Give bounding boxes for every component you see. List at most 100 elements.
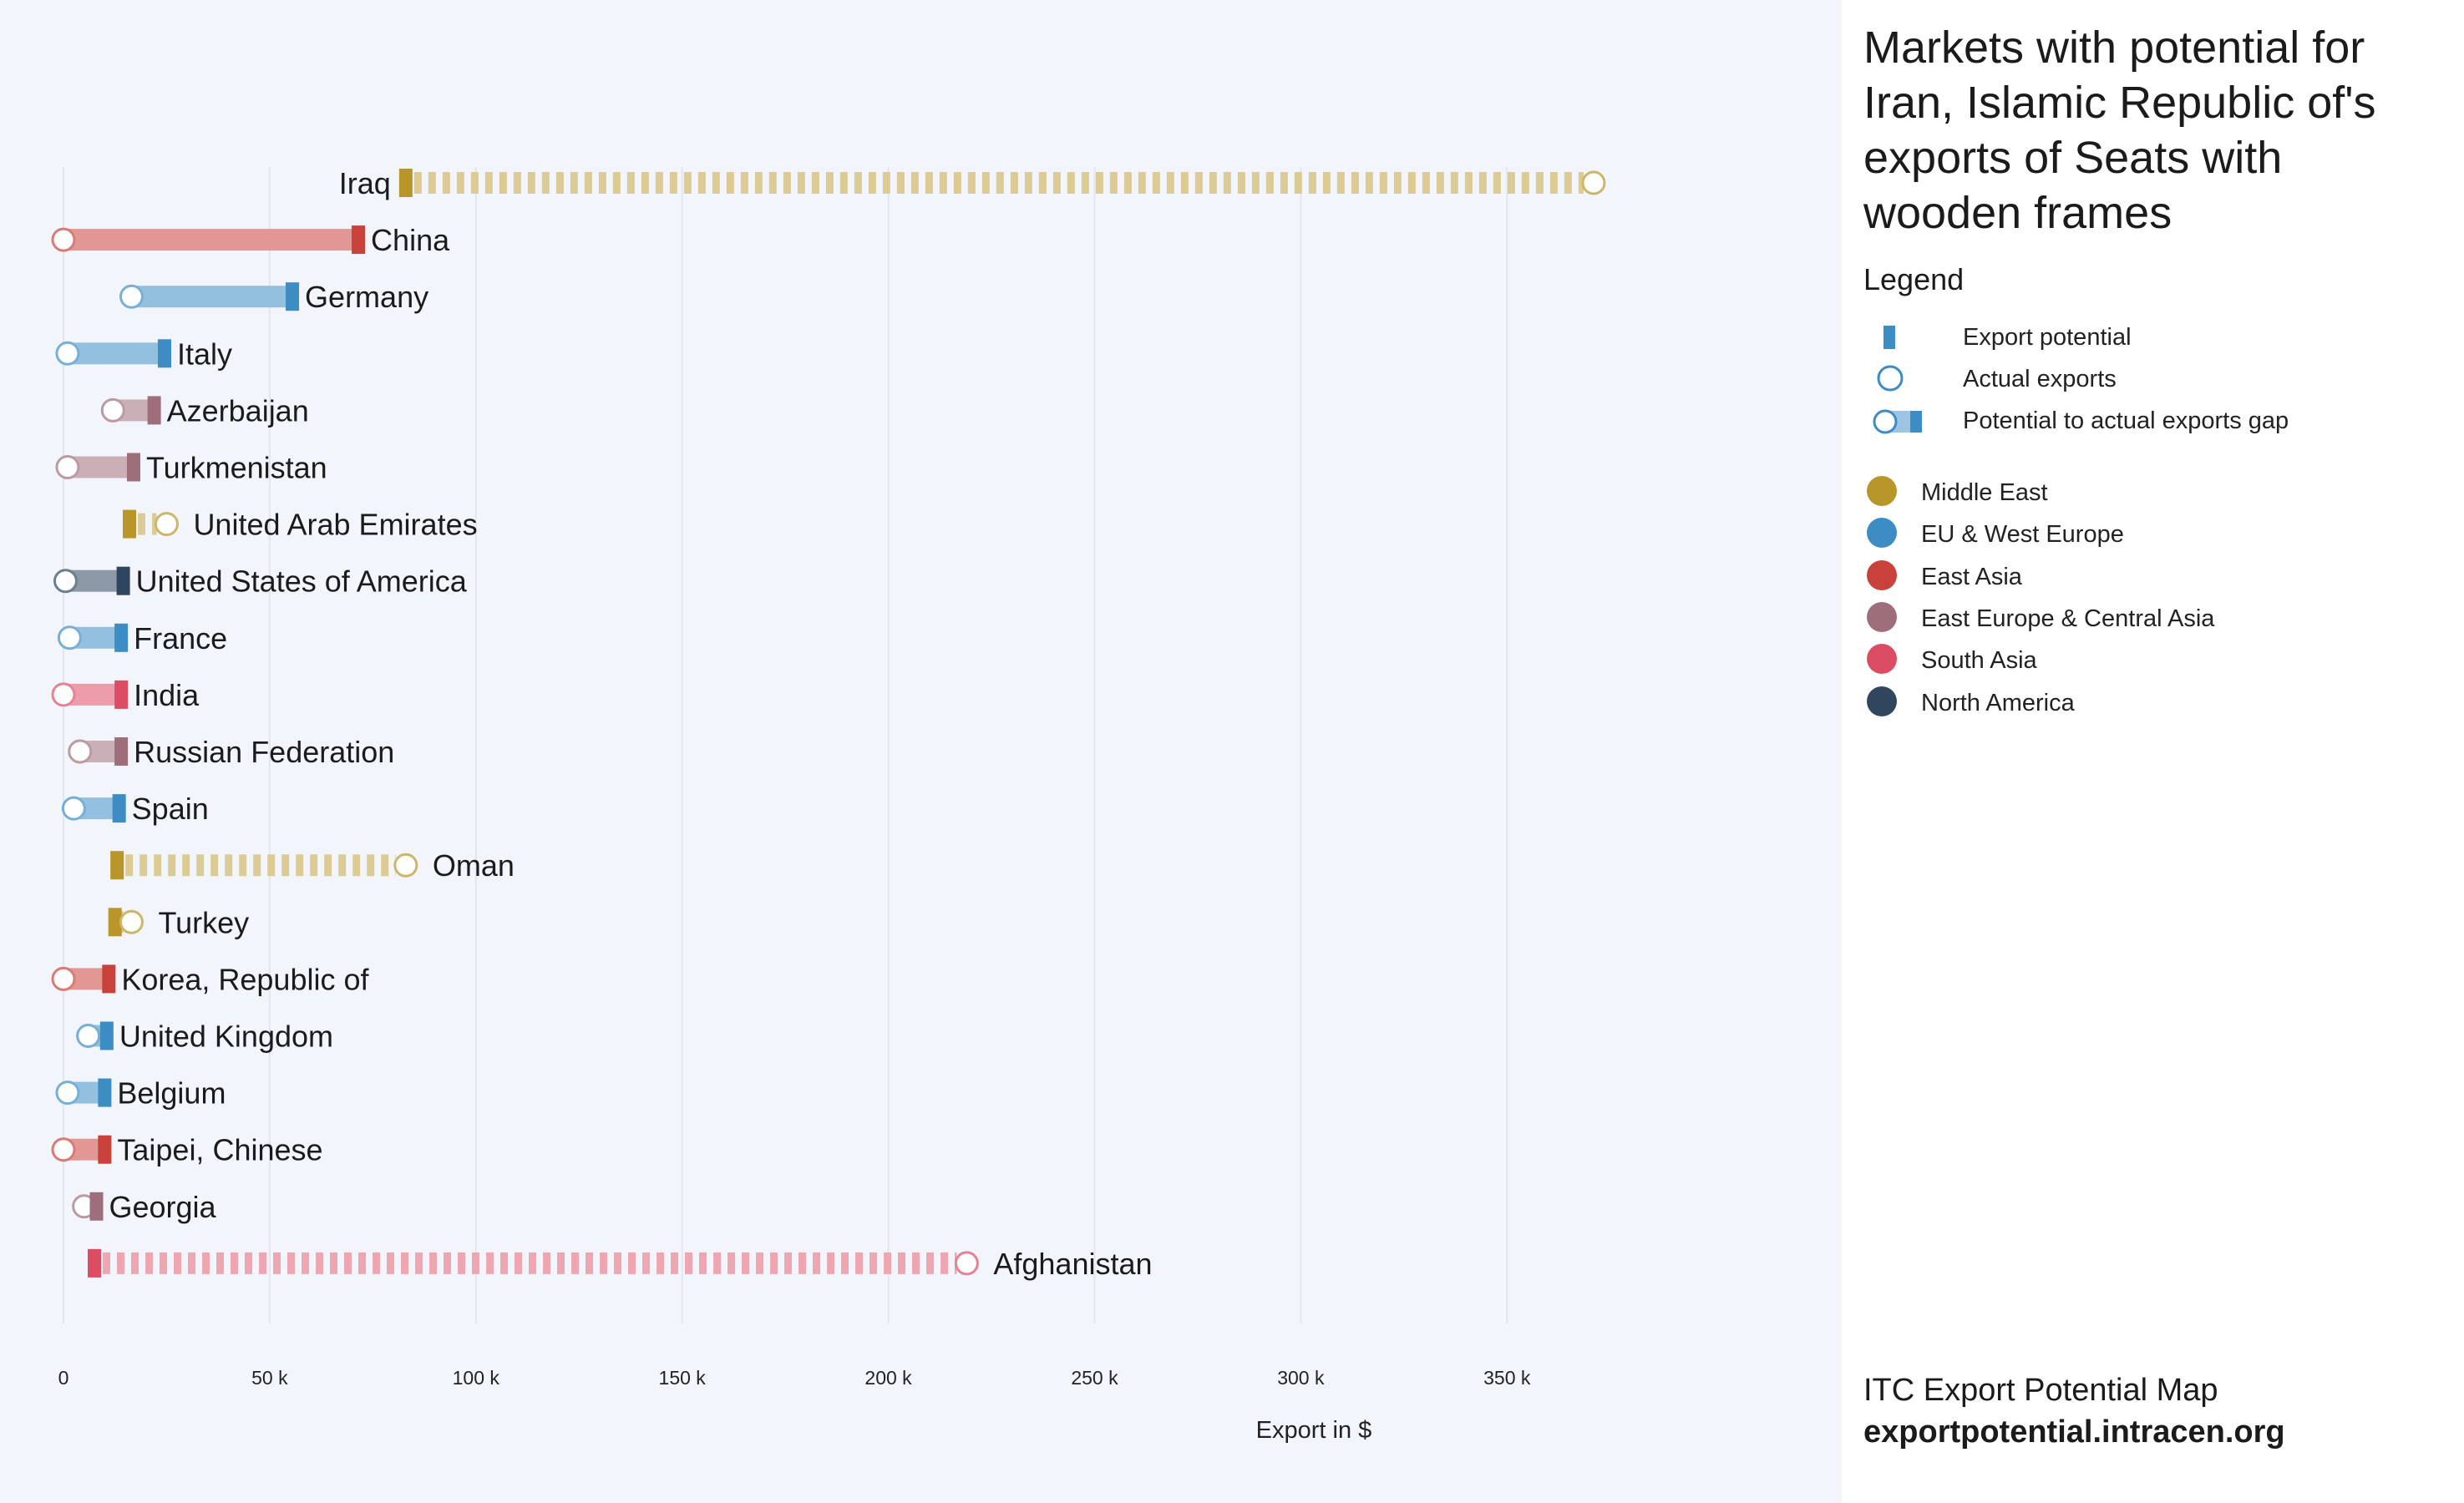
export-potential-marker [99, 1021, 114, 1050]
market-row[interactable]: Iraq [339, 166, 1606, 200]
x-tick-label: 100 k [453, 1367, 500, 1389]
market-row[interactable]: Russian Federation [68, 735, 395, 769]
market-row[interactable]: Taipei, Chinese [51, 1133, 323, 1167]
country-label: Turkey [158, 905, 249, 939]
market-row[interactable]: Belgium [55, 1076, 226, 1111]
market-row[interactable]: Turkey [108, 905, 249, 939]
gap-bar [63, 229, 359, 251]
country-label: Italy [177, 337, 232, 371]
footer-source: ITC Export Potential Map [1863, 1373, 2218, 1408]
x-tick-label: 0 [58, 1367, 69, 1389]
region-legend-label: South Asia [1921, 647, 2037, 675]
region-legend-label: Middle East [1921, 479, 2048, 506]
region-legend-label: EU & West Europe [1921, 521, 2124, 549]
actual-exports-marker [154, 512, 179, 537]
country-label: United Arab Emirates [193, 508, 477, 542]
actual-exports-marker [68, 739, 93, 764]
country-label: China [371, 223, 450, 257]
export-potential-marker [116, 566, 130, 595]
region-color-dot [1867, 559, 1897, 590]
actual-exports-marker [51, 1137, 76, 1162]
export-potential-marker [110, 851, 124, 880]
export-potential-marker [398, 169, 413, 197]
gap-bar-icon [1873, 409, 1922, 434]
actual-exports-marker [119, 284, 144, 309]
region-legend-label: East Europe & Central Asia [1921, 605, 2215, 632]
actual-exports-marker [119, 909, 144, 934]
market-marks: Iraq China Germany Italy Azerbaijan Turkmenis… [51, 166, 1606, 1281]
market-row[interactable]: Afghanistan [88, 1247, 1153, 1281]
grid-layer [63, 167, 1508, 1323]
actual-exports-marker [76, 1024, 101, 1048]
export-potential-marker [98, 1135, 112, 1164]
chart-svg: 0 50 k 100 k 150 k 200 k 250 k 300 k 350 k Iraq… [51, 166, 1606, 1444]
market-row[interactable]: United Kingdom [76, 1020, 333, 1054]
legend-label-actual-exports: Actual exports [1963, 366, 2117, 392]
region-color-dot [1867, 601, 1897, 632]
actual-exports-marker [53, 569, 78, 594]
country-label: United Kingdom [119, 1020, 333, 1054]
market-row[interactable]: Oman [110, 848, 515, 883]
actual-exports-marker [57, 625, 82, 650]
actual-exports-marker [55, 1080, 80, 1106]
market-row[interactable]: Spain [61, 792, 209, 826]
region-legend-label: East Asia [1921, 563, 2022, 590]
country-label: Azerbaijan [167, 393, 309, 428]
actual-exports-marker [51, 227, 76, 252]
export-potential-marker [114, 623, 129, 652]
market-row[interactable]: United States of America [53, 564, 468, 599]
actual-exports-marker [954, 1251, 979, 1276]
x-axis-label: Export in $ [1256, 1417, 1372, 1444]
export-potential-marker [114, 737, 129, 766]
actual-exports-marker [55, 341, 80, 366]
region-color-dot [1867, 476, 1897, 506]
x-tick-label: 300 k [1277, 1367, 1325, 1389]
region-color-dot [1867, 518, 1897, 549]
export-potential-marker [102, 964, 116, 994]
x-tick-label: 250 k [1071, 1367, 1118, 1389]
region-color-dot [1867, 644, 1897, 675]
market-row[interactable]: Korea, Republic of [51, 962, 369, 996]
export-potential-marker [157, 339, 171, 368]
country-label: Turkmenistan [146, 451, 327, 485]
country-label: Korea, Republic of [121, 962, 369, 996]
country-label: Germany [305, 280, 428, 314]
export-potential-marker [352, 225, 366, 255]
export-potential-marker [89, 1192, 104, 1221]
market-row[interactable]: India [51, 678, 200, 712]
country-label: Belgium [117, 1076, 226, 1111]
export-potential-marker [126, 453, 140, 482]
x-tick-label: 350 k [1483, 1367, 1531, 1389]
actual-exports-marker [55, 455, 80, 479]
legend-title: Legend [1863, 262, 1965, 296]
side-panel: Markets with potential for Iran, Islamic… [1842, 0, 2464, 1503]
export-potential-icon [1883, 326, 1895, 349]
gap-bar [67, 342, 165, 365]
export-potential-marker [147, 396, 161, 425]
market-row[interactable]: Azerbaijan [100, 393, 309, 428]
market-row[interactable]: United Arab Emirates [123, 508, 478, 542]
footer-url[interactable]: exportpotential.intracen.org [1863, 1414, 2285, 1450]
actual-exports-marker [1581, 170, 1606, 195]
export-potential-marker [88, 1248, 102, 1278]
actual-exports-marker [393, 853, 418, 878]
chart-title: Markets with potential for Iran, Islamic… [1863, 23, 2376, 238]
gap-bar [131, 286, 293, 308]
export-potential-marker [98, 1078, 112, 1107]
market-row[interactable]: Turkmenistan [55, 451, 327, 485]
market-row[interactable]: China [51, 223, 450, 257]
country-label: Oman [433, 848, 515, 883]
market-row[interactable]: Georgia [72, 1190, 217, 1224]
country-label: Georgia [109, 1190, 217, 1224]
region-color-dot [1867, 686, 1897, 716]
export-potential-marker [286, 282, 300, 311]
country-label: Afghanistan [993, 1247, 1152, 1281]
country-label: United States of America [136, 564, 468, 599]
chart-panel: 0 50 k 100 k 150 k 200 k 250 k 300 k 350 k Iraq… [51, 166, 1606, 1444]
market-row[interactable]: France [57, 621, 227, 655]
market-row[interactable]: Italy [55, 337, 232, 371]
export-potential-marker [108, 908, 122, 937]
country-label: India [134, 678, 200, 712]
market-row[interactable]: Germany [119, 280, 428, 314]
